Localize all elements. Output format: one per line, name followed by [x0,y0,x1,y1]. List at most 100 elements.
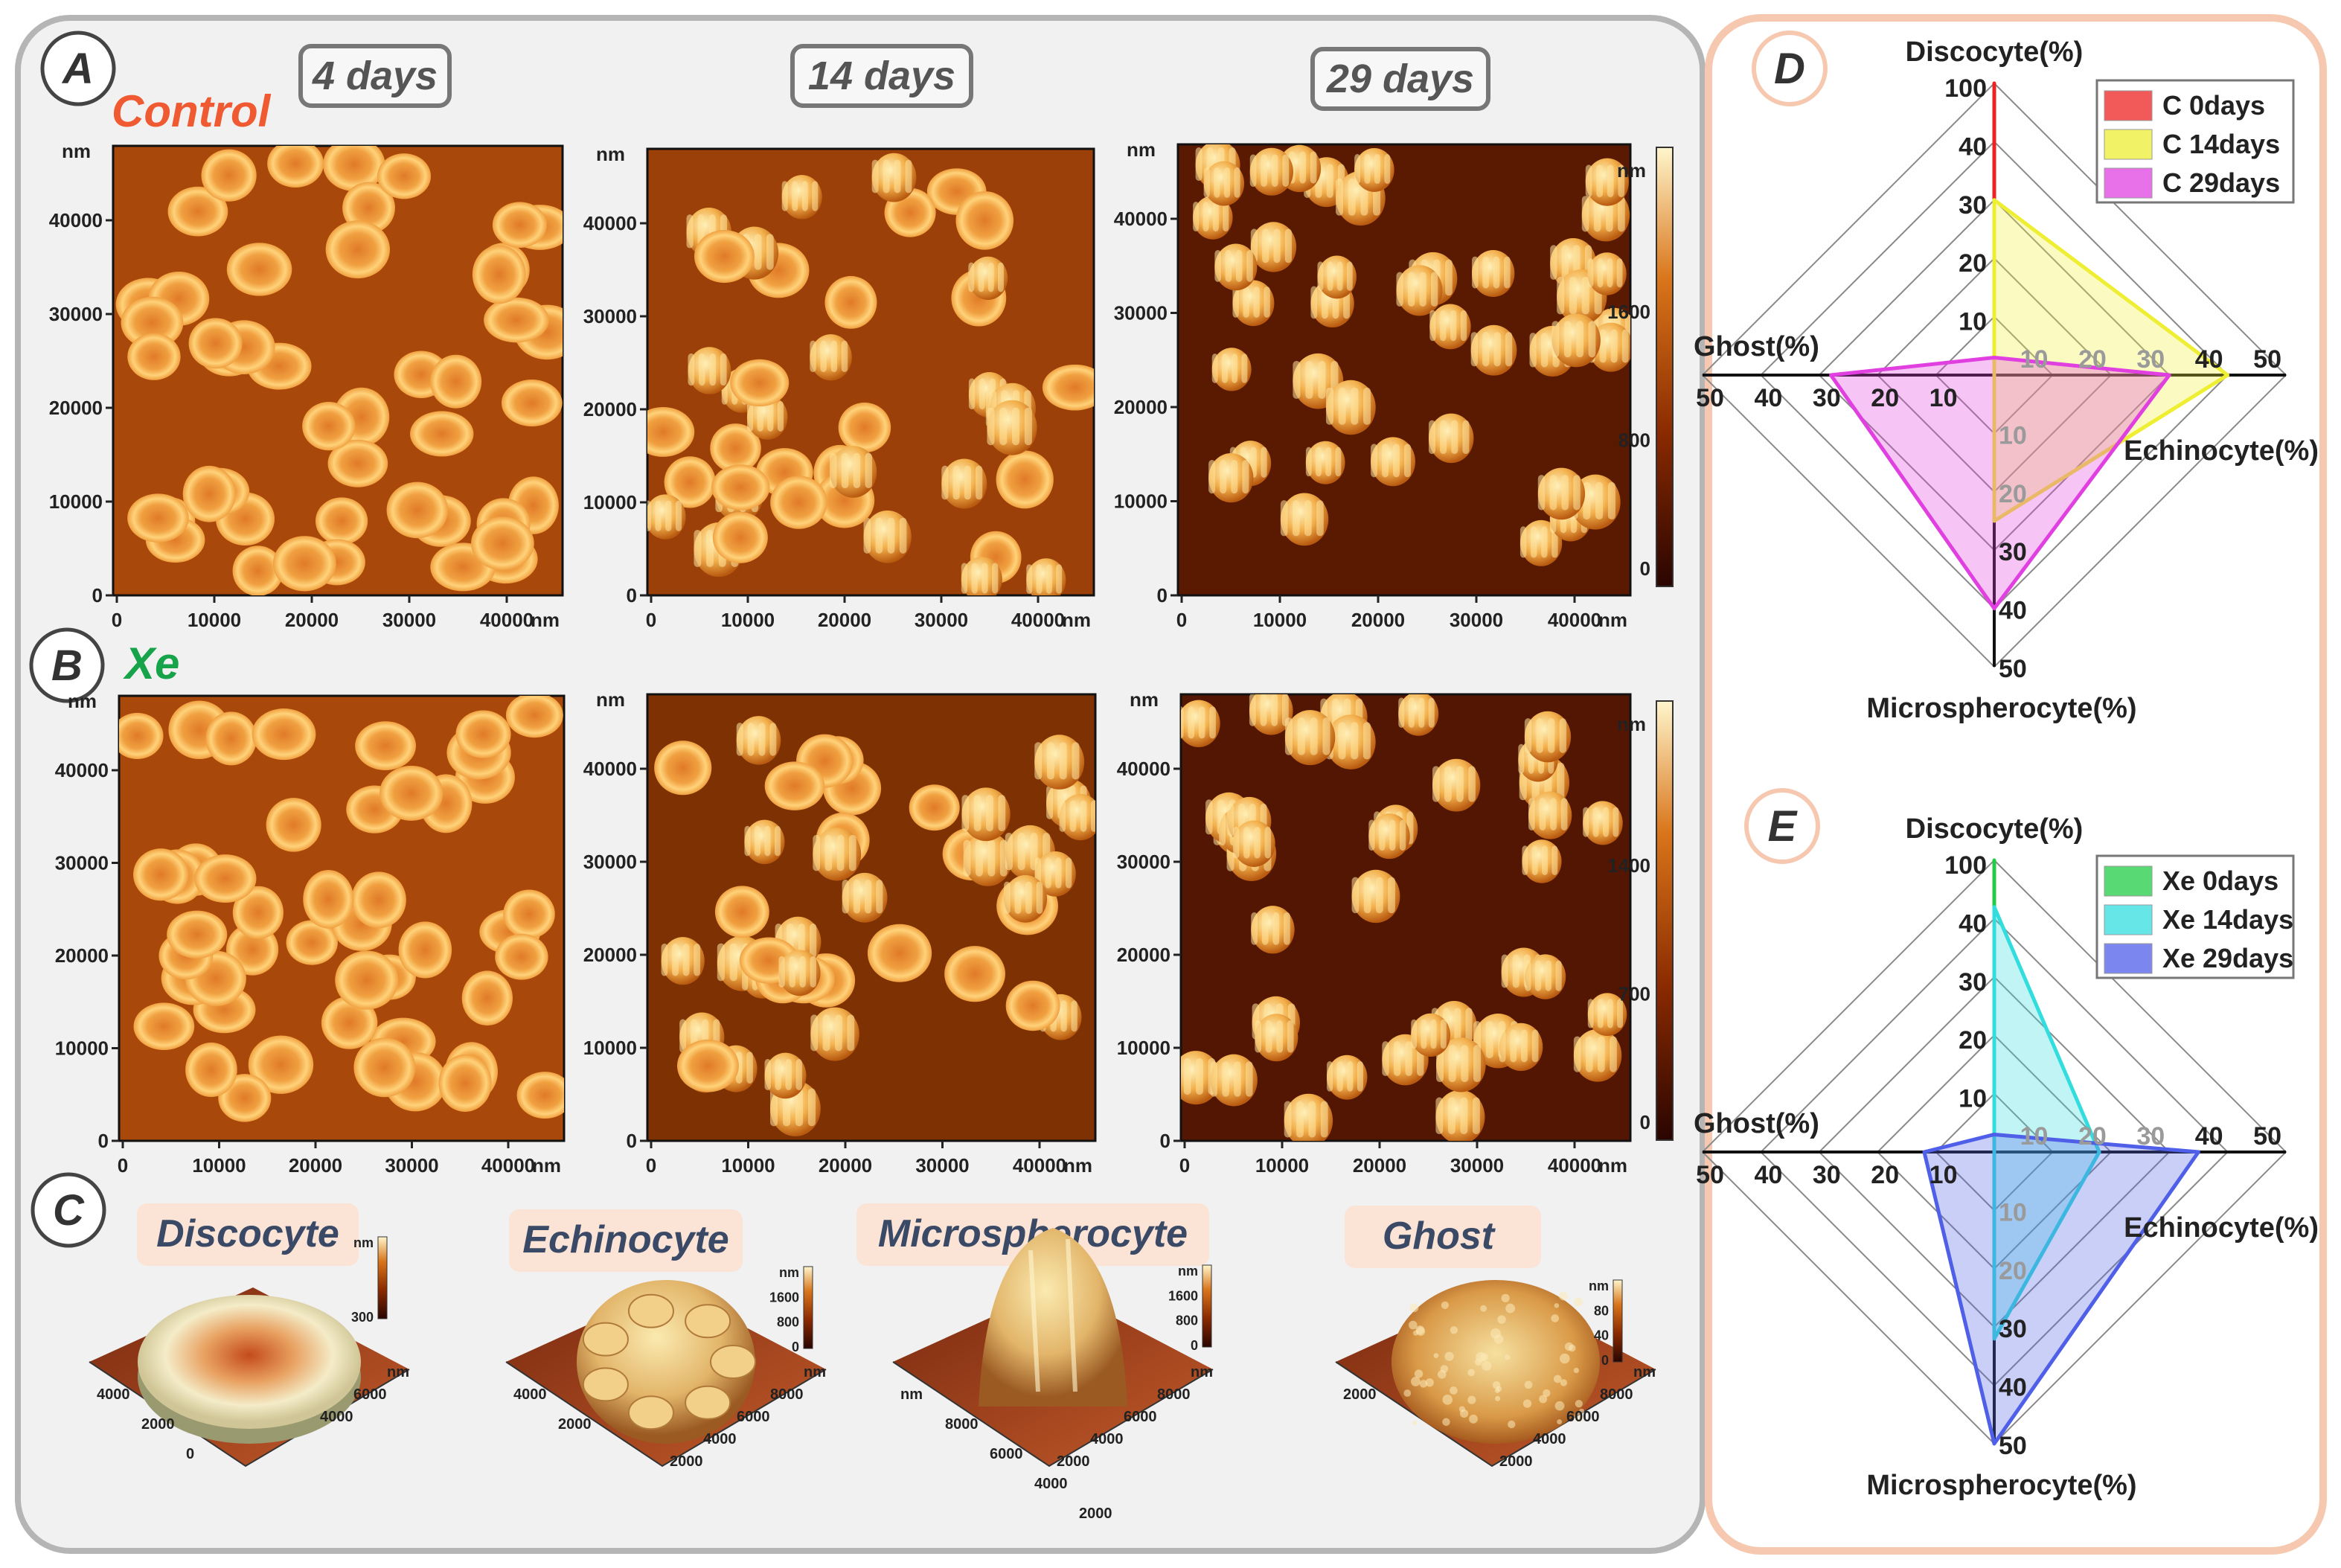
afm-x-tick: 0 [1176,609,1187,631]
rbc-cell [712,511,768,563]
rbc-cell [664,456,716,508]
rbc-cell [471,516,534,571]
radar-axis-title: Microspherocyte(%) [1866,693,2136,724]
afm-y-tick: 10000 [1117,1037,1170,1059]
radar-tick-right: 50 [2253,345,2281,374]
rbc-cell [867,924,932,982]
cell-colorbar-tick: nm [1589,1279,1609,1293]
radar-tick-top: 10 [1959,308,1987,336]
rbc-cell [205,711,257,766]
radar-tick-top: 100 [1944,74,1987,103]
radar-tick-top: 100 [1944,851,1987,880]
rbc-cell [248,1035,314,1094]
afm-y-tick: 30000 [49,303,103,325]
legend-swatch [2104,943,2153,974]
rbc-cell [353,1037,416,1098]
afm-x-tick: 40000 [480,609,534,631]
rbc-cell [484,297,549,343]
cell-colorbar-tick: 0 [1601,1353,1609,1368]
legend-label: C 29days [2162,167,2280,198]
rbc-cell [764,761,825,810]
afm-x-tick: 0 [646,609,656,631]
svg-text:D: D [1774,45,1805,93]
radar-tick-right: 30 [2136,345,2165,374]
rbc-cell [492,202,547,248]
svg-text:nm: nm [596,143,625,165]
afm-y-tick: 0 [92,584,103,607]
afm-x-tick: 20000 [289,1154,342,1177]
svg-text:14 days: 14 days [808,54,955,98]
radar-tick-bottom: 20 [1999,1257,2027,1285]
cell-colorbar-tick: nm [353,1235,374,1250]
cell-colorbar-tick: 300 [351,1310,374,1325]
radar-tick-left: 50 [1696,1161,1724,1189]
cell-axis-tick: nm [900,1386,923,1403]
afm-x-tick: 20000 [819,1154,872,1177]
legend-label: Xe 14days [2162,904,2293,935]
cell-axis-tick: nm [1191,1364,1213,1380]
radar-tick-left: 10 [1930,1161,1958,1189]
afm-x-tick: 20000 [285,609,339,631]
radar-series-xe-29days [1922,1132,2200,1446]
svg-text:nm: nm [1062,609,1091,631]
radar-tick-right: 40 [2195,345,2223,374]
afm-y-tick: 40000 [1114,208,1168,230]
rbc-cell [495,933,548,980]
rbc-cell [380,765,443,821]
cell-colorbar-tick: 800 [777,1315,799,1330]
rbc-cell [455,710,511,758]
rbc-cell [327,439,388,487]
rbc-cell [321,996,378,1049]
afm-y-tick: 20000 [1117,944,1170,966]
rbc-cell [1587,252,1627,295]
radar-tick-bottom: 50 [1999,655,2027,683]
rbc-cell [355,721,416,771]
cell-type-label-microspherocyte: Microspherocyte [856,1203,1209,1266]
afm-y-tick: 40000 [583,758,637,780]
afm-y-tick: 40000 [583,212,637,234]
time-label-14-days: 14 days [790,44,973,108]
radar-axis-title: Discocyte(%) [1906,36,2084,68]
radar-axis-title: Microspherocyte(%) [1866,1470,2136,1501]
afm-x-tick: 10000 [1255,1154,1309,1177]
cell-axis-tick: 2000 [141,1416,175,1433]
rbc-cell [167,910,228,959]
rbc-cell [303,870,354,929]
panel-label-e: E [1744,788,1820,864]
afm-x-tick: 0 [112,609,122,631]
radar-legend-e: Xe 0days Xe 14days Xe 29days [2095,854,2295,979]
radar-tick-bottom: 40 [1999,1374,2027,1402]
radar-tick-top: 10 [1959,1085,1987,1113]
rbc-cell [232,886,284,939]
rbc-cell [503,889,555,939]
rbc-cell [121,296,184,349]
svg-text:E: E [1768,802,1799,851]
panel-label-d: D [1752,31,1828,106]
cell-3d-microspherocyte: nm16008000nm8000600040002000nm8000600040… [892,1228,1214,1522]
cell-axis-tick: 2000 [1057,1453,1090,1470]
radar-tick-top: 20 [1959,1026,1987,1055]
row-label-xe: Xe [123,639,179,688]
cell-axis-tick: nm [804,1364,826,1380]
rbc-cell [501,380,563,426]
svg-text:nm: nm [532,1154,561,1177]
svg-text:A: A [61,45,94,93]
radar-tick-left: 40 [1754,1161,1782,1189]
time-label-4-days: 4 days [298,44,452,108]
radar-axis-title: Ghost(%) [1694,331,1819,362]
afm-y-tick: 20000 [55,944,109,967]
rbc-cell [351,871,406,929]
afm-x-tick: 40000 [1011,609,1065,631]
legend-swatch [2104,865,2153,897]
afm-y-tick: 30000 [583,305,637,327]
rbc-cell [430,354,482,409]
rbc-cell [714,886,769,938]
afm-y-tick: 0 [627,1130,637,1152]
afm-colorbar-control: nm 1600 800 0 [1607,147,1674,587]
cell-type-label-echinocyte: Echinocyte [509,1209,743,1272]
radar-tick-right: 20 [2078,1122,2107,1151]
